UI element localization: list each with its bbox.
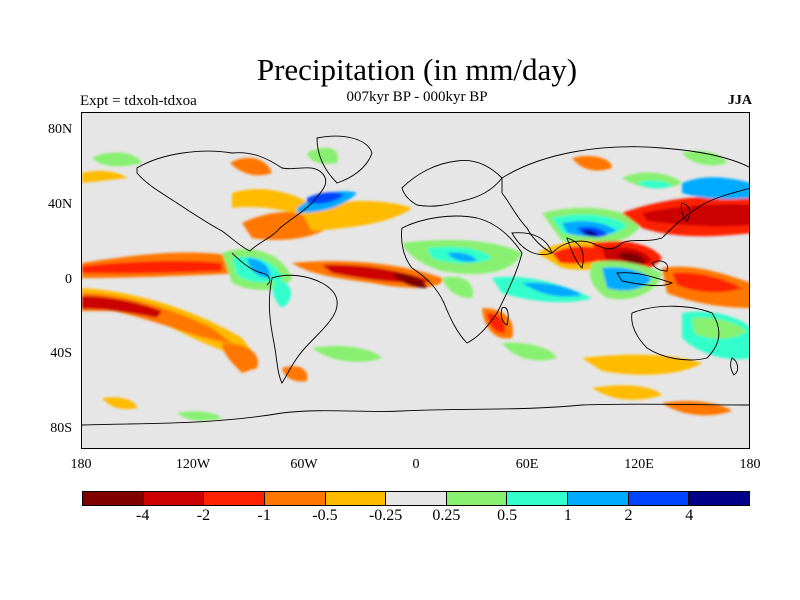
anomaly-region xyxy=(312,346,382,362)
color-bar-label: -4 xyxy=(136,507,150,524)
lon-tick-label: 120W xyxy=(175,457,211,472)
coastline xyxy=(680,202,691,222)
lon-tick-label: 60W xyxy=(290,457,318,472)
coastline xyxy=(401,215,523,344)
color-bar xyxy=(82,491,750,506)
map-plot-area xyxy=(81,112,750,449)
anomaly-region xyxy=(642,204,749,227)
lon-tick-label: 120E xyxy=(624,457,654,472)
anomaly-region xyxy=(582,230,598,236)
color-bar-label: -2 xyxy=(196,507,211,524)
color-bar-label: 0.25 xyxy=(432,507,461,524)
coastline xyxy=(651,260,669,272)
lat-tick-label: 0 xyxy=(65,272,72,287)
coastline xyxy=(401,160,503,207)
lat-tick-label: 40N xyxy=(48,197,73,212)
anomaly-region xyxy=(682,177,749,200)
anomaly-region xyxy=(82,170,127,183)
anomaly-region xyxy=(582,354,702,375)
anomaly-region xyxy=(282,366,308,382)
anomaly-region xyxy=(637,180,672,189)
color-bar-swatch xyxy=(83,492,144,505)
color-bar-swatch xyxy=(446,492,508,505)
coastline xyxy=(136,150,327,252)
coastline xyxy=(616,272,674,287)
anomaly-region xyxy=(617,252,645,264)
anomaly-region xyxy=(92,152,142,167)
anomaly-region xyxy=(442,276,473,298)
lon-tick-label: 0 xyxy=(412,457,420,472)
lat-tick-label: 40S xyxy=(50,346,72,361)
anomaly-region xyxy=(447,252,477,262)
anomaly-region xyxy=(592,385,662,400)
anomaly-region xyxy=(82,260,222,274)
anomaly-region xyxy=(307,192,344,204)
anomaly-region xyxy=(522,282,582,297)
color-bar-swatch xyxy=(628,492,690,505)
anomaly-region xyxy=(662,400,732,416)
anomaly-region xyxy=(682,151,727,166)
color-bar-swatch xyxy=(689,492,750,505)
color-bar-swatch xyxy=(386,492,447,505)
anomaly-region xyxy=(672,272,742,293)
coastline xyxy=(631,305,720,361)
color-bar-label: 1 xyxy=(563,507,572,524)
color-bar-label: 2 xyxy=(624,507,633,524)
color-bar-label: 4 xyxy=(685,507,694,524)
coastline xyxy=(316,135,373,184)
color-bar-label: -0.5 xyxy=(312,507,338,524)
lon-tick-label: 180 xyxy=(70,457,92,472)
anomaly-region xyxy=(177,411,222,421)
anomaly-region xyxy=(692,317,747,339)
anomaly-fields xyxy=(82,147,749,421)
coastline xyxy=(268,274,338,384)
precip-anomaly-map xyxy=(82,135,749,426)
color-bar-label: 0.5 xyxy=(497,507,518,524)
coastline xyxy=(511,232,553,255)
anomaly-region xyxy=(230,157,272,176)
anomaly-region xyxy=(502,342,557,361)
anomaly-region xyxy=(572,156,612,171)
anomaly-region xyxy=(602,267,652,291)
coastline xyxy=(566,237,584,269)
color-bar-swatch xyxy=(264,492,326,505)
color-bar-swatch xyxy=(507,492,569,505)
color-bar-label: -0.25 xyxy=(368,507,403,524)
lat-tick-label: 80N xyxy=(48,122,73,137)
color-bar-swatch xyxy=(568,492,629,505)
chart-title: Precipitation (in mm/day) xyxy=(256,52,578,87)
color-bar-swatch xyxy=(143,492,205,505)
color-bar-swatch xyxy=(204,492,265,505)
color-bar-swatch xyxy=(325,492,387,505)
coastline xyxy=(82,403,749,426)
coastline xyxy=(730,357,739,376)
anomaly-region xyxy=(392,273,427,288)
chart-subtitle: 007kyr BP - 000kyr BP xyxy=(346,89,488,105)
coastlines xyxy=(82,135,749,426)
anomaly-region xyxy=(487,313,506,333)
anomaly-region xyxy=(82,296,162,318)
anomaly-region xyxy=(247,258,271,278)
lon-tick-label: 60E xyxy=(515,457,539,472)
coastline xyxy=(501,146,749,254)
anomaly-region xyxy=(222,343,258,373)
experiment-label: Expt = tdxoh-tdxoa xyxy=(80,93,197,109)
lon-tick-label: 180 xyxy=(739,457,761,472)
color-bar-label: -1 xyxy=(257,507,271,524)
anomaly-region xyxy=(272,278,292,308)
coastline xyxy=(500,306,509,326)
anomaly-region xyxy=(307,147,338,164)
anomaly-region xyxy=(102,397,137,410)
season-label: JJA xyxy=(727,93,752,108)
coastline xyxy=(231,252,271,286)
lat-tick-label: 80S xyxy=(50,421,72,436)
